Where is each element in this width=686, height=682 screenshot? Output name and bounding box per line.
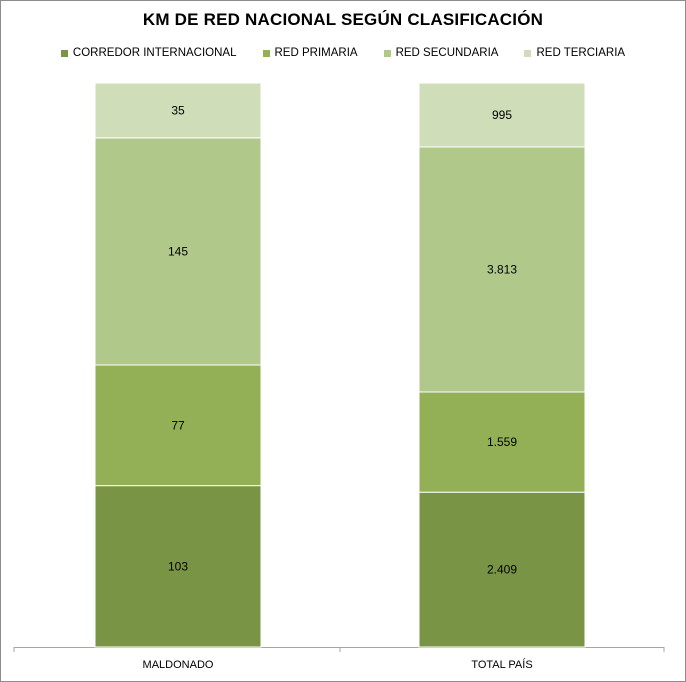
data-label: 35 <box>171 103 185 117</box>
data-label: 103 <box>168 559 188 573</box>
legend-label: CORREDOR INTERNACIONAL <box>72 47 237 59</box>
bar-segment-maldonado-2 <box>94 137 262 366</box>
legend-label: RED TERCIARIA <box>536 47 626 59</box>
legend-swatch-icon <box>60 49 68 57</box>
chart-legend: CORREDOR INTERNACIONAL RED PRIMARIA RED … <box>0 47 686 59</box>
data-label: 77 <box>171 418 185 432</box>
legend-label: RED SECUNDARIA <box>395 47 499 59</box>
data-label: 3.813 <box>487 262 517 276</box>
data-label: 2.409 <box>487 563 517 577</box>
bar-segment-maldonado-1 <box>94 364 262 487</box>
data-label: 995 <box>492 108 512 122</box>
data-label: 145 <box>168 244 188 258</box>
chart-title: KM DE RED NACIONAL SEGÚN CLASIFICACIÓN <box>142 10 544 29</box>
category-label: TOTAL PAÍS <box>471 658 532 671</box>
legend-item-red-primaria: RED PRIMARIA <box>262 47 358 59</box>
legend-item-red-secundaria: RED SECUNDARIA <box>383 47 499 59</box>
legend-label: RED PRIMARIA <box>274 47 358 59</box>
bar-segment-maldonado-0 <box>94 485 262 648</box>
legend-swatch-icon <box>262 49 270 57</box>
bar-segment-total-pais-0 <box>418 491 586 648</box>
bar-segment-maldonado-3 <box>94 82 262 139</box>
legend-item-corredor-internacional: CORREDOR INTERNACIONAL <box>60 47 237 59</box>
category-label: MALDONADO <box>143 659 214 671</box>
legend-swatch-icon <box>524 49 532 57</box>
bar-segment-total-pais-3 <box>418 82 586 148</box>
data-label: 1.559 <box>487 435 517 449</box>
legend-item-red-terciaria: RED TERCIARIA <box>524 47 625 59</box>
bar-segment-total-pais-1 <box>418 391 586 493</box>
legend-swatch-icon <box>383 49 391 57</box>
bar-segment-total-pais-2 <box>418 146 586 393</box>
